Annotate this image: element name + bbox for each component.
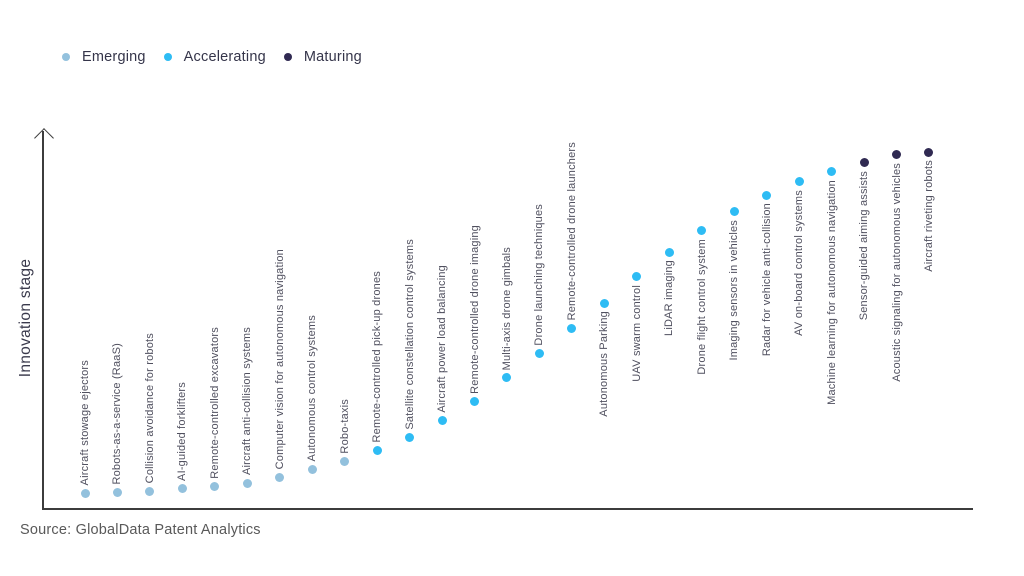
point-label: Remote-controlled drone launchers [565, 142, 578, 321]
point-label: Computer vision for autonomous navigatio… [273, 249, 286, 470]
data-point [892, 150, 901, 160]
source-caption: Source: GlobalData Patent Analytics [20, 522, 261, 538]
point-label: Remote-controlled excavators [208, 327, 221, 479]
data-point [177, 484, 187, 494]
legend-label-accelerating: Accelerating [183, 49, 266, 65]
data-point [729, 207, 739, 217]
data-point [762, 190, 772, 200]
legend-label-emerging: Emerging [82, 49, 146, 65]
y-axis-arrow-icon [33, 128, 54, 148]
point-label: Aircraft stowage ejectors [79, 360, 91, 486]
point-label: Remote-controlled drone imaging [468, 225, 481, 394]
maturing-dot-icon [283, 53, 292, 61]
point-label: Sensor-guided aiming assists [858, 170, 871, 321]
point-label: Robots-as-a-service (RaaS) [111, 343, 124, 485]
data-point [80, 489, 90, 499]
point-label: Satellite constellation control systems [403, 238, 416, 430]
data-point [145, 486, 155, 496]
data-point [827, 167, 837, 177]
point-label: Machine learning for autonomous navigati… [825, 179, 838, 405]
point-label: Drone flight control system [695, 238, 708, 375]
legend-item-emerging: Emerging [62, 49, 146, 65]
point-label: Aircraft riveting robots [922, 160, 935, 272]
data-point [859, 158, 869, 168]
data-point [924, 147, 934, 157]
point-label: Autonomous control systems [306, 315, 319, 462]
data-point [437, 416, 447, 426]
data-point [470, 397, 480, 407]
data-point [307, 465, 317, 475]
point-label: Collision avoidance for robots [143, 332, 156, 484]
legend-label-maturing: Maturing [303, 49, 362, 65]
data-point [567, 324, 577, 334]
point-label: AV on-board control systems [793, 189, 806, 336]
emerging-dot-icon [62, 53, 70, 61]
legend: Emerging Accelerating Maturing [62, 49, 362, 65]
data-point [599, 298, 609, 308]
point-label: Multi-axis drone gimbals [500, 246, 513, 370]
point-label: LiDAR imaging [663, 260, 676, 337]
point-label: AI-guided forklifters [176, 381, 189, 481]
point-label: Drone launching techniques [533, 204, 546, 346]
point-label: Imaging sensors in vehicles [728, 219, 741, 361]
data-point [632, 272, 642, 282]
legend-item-accelerating: Accelerating [163, 49, 266, 65]
point-label: Aircraft power load balancing [436, 265, 449, 413]
x-axis-line [42, 508, 973, 510]
point-label: Robo-taxis [338, 399, 351, 454]
point-label: Autonomous Parking [598, 311, 611, 417]
data-point [502, 373, 512, 383]
point-label: UAV swarm control [630, 284, 643, 382]
point-label: Aircraft anti-collision systems [241, 327, 254, 476]
data-point [372, 445, 382, 455]
data-point [697, 226, 707, 236]
point-label: Radar for vehicle anti-collision [760, 203, 773, 357]
data-point [534, 349, 544, 359]
y-axis-title: Innovation stage [17, 258, 34, 378]
data-point [112, 488, 122, 498]
data-point [210, 482, 220, 492]
data-point [340, 457, 350, 467]
data-point [794, 177, 804, 187]
data-point [664, 247, 674, 257]
point-label: Acoustic signaling for autonomous vehicl… [890, 162, 903, 382]
legend-item-maturing: Maturing [283, 49, 362, 65]
data-point [405, 432, 415, 442]
data-point [242, 478, 252, 488]
accelerating-dot-icon [163, 53, 172, 61]
y-axis-line [42, 131, 44, 509]
data-point [275, 473, 285, 483]
point-label: Remote-controlled pick-up drones [371, 270, 384, 443]
